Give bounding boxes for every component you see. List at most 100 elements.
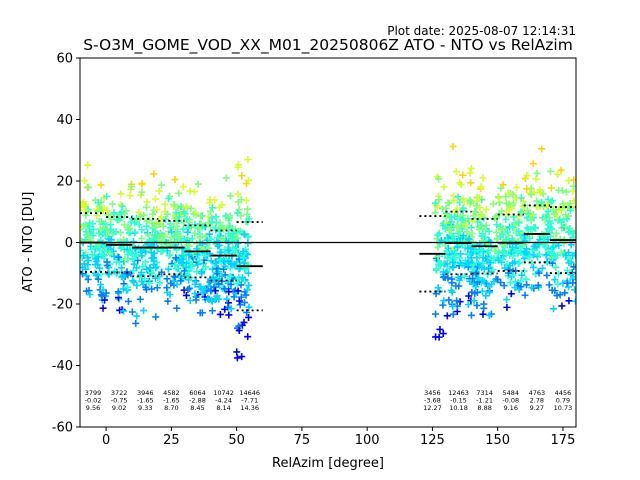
scatter-point — [491, 247, 499, 255]
scatter-point — [222, 174, 230, 182]
scatter-point — [171, 261, 179, 269]
bin-mean-label: -2.88 — [189, 397, 206, 405]
scatter-point — [563, 215, 571, 223]
scatter-point — [227, 280, 235, 288]
scatter-point — [145, 237, 153, 245]
scatter-point — [212, 213, 220, 221]
scatter-point — [473, 301, 481, 309]
scatter-point — [434, 284, 442, 292]
scatter-point — [475, 275, 483, 283]
bin-mean-label: 0.79 — [556, 397, 570, 405]
scatter-point — [136, 213, 144, 221]
scatter-point — [129, 238, 137, 246]
scatter-point — [207, 235, 215, 243]
scatter-point — [439, 221, 447, 229]
scatter-point — [443, 211, 451, 219]
scatter-point — [208, 307, 216, 315]
scatter-point — [190, 210, 198, 218]
scatter-point — [542, 244, 550, 252]
scatter-point — [469, 280, 477, 288]
bin-labels: 3799-0.029.563722-0.759.023946-1.659.334… — [85, 389, 573, 412]
scatter-point — [107, 215, 115, 223]
scatter-point — [233, 279, 241, 287]
scatter-point — [533, 169, 541, 177]
scatter-point — [165, 195, 173, 203]
scatter-point — [557, 248, 565, 256]
scatter-point — [442, 269, 450, 277]
bin-count-label: 10742 — [213, 389, 234, 397]
bin-std-label: 9.16 — [503, 404, 517, 412]
scatter-point — [242, 196, 250, 204]
scatter-point — [163, 210, 171, 218]
scatter-point — [454, 222, 462, 230]
scatter-point — [541, 216, 549, 224]
scatter-point — [194, 180, 202, 188]
scatter-point — [526, 234, 534, 242]
scatter-point — [233, 354, 241, 362]
scatter-point — [445, 296, 453, 304]
scatter-point — [239, 274, 247, 282]
scatter-point — [244, 269, 252, 277]
scatter-point — [238, 353, 246, 361]
scatter-point — [508, 204, 516, 212]
scatter-point — [163, 284, 171, 292]
scatter-point — [110, 209, 118, 217]
scatter-point — [540, 234, 548, 242]
scatter-point — [134, 256, 142, 264]
scatter-point — [454, 193, 462, 201]
scatter-point — [548, 197, 556, 205]
scatter-point — [156, 279, 164, 287]
scatter-point — [106, 249, 114, 257]
scatter-point — [138, 179, 146, 187]
scatter-point — [167, 238, 175, 246]
scatter-point — [532, 270, 540, 278]
scatter-point — [126, 192, 134, 200]
bin-count-label: 5484 — [502, 389, 519, 397]
scatter-point — [209, 273, 217, 281]
scatter-point — [466, 169, 474, 177]
scatter-point — [226, 273, 234, 281]
scatter-point — [132, 319, 140, 327]
scatter-point — [520, 267, 528, 275]
scatter-point — [452, 282, 460, 290]
scatter-point — [201, 232, 209, 240]
bin-std-label: 8.45 — [190, 404, 204, 412]
scatter-point — [138, 226, 146, 234]
scatter-point — [186, 187, 194, 195]
scatter-point — [495, 249, 503, 257]
scatter-point — [98, 292, 106, 300]
scatter-point — [187, 265, 195, 273]
scatter-point — [183, 259, 191, 267]
scatter-point — [545, 281, 553, 289]
scatter-point — [85, 232, 93, 240]
scatter-point — [172, 225, 180, 233]
scatter-point — [117, 229, 125, 237]
scatter-point — [162, 215, 170, 223]
scatter-point — [518, 271, 526, 279]
scatter-point — [238, 321, 246, 329]
scatter-point — [471, 247, 479, 255]
scatter-point — [484, 282, 492, 290]
scatter-point — [82, 272, 90, 280]
scatter-point — [562, 211, 570, 219]
scatter-point — [84, 275, 92, 283]
y-axis-ticks: -60 -40 -20 0 20 40 60 — [52, 52, 80, 436]
scatter-point — [517, 208, 525, 216]
scatter-point — [447, 286, 455, 294]
scatter-point — [480, 265, 488, 273]
scatter-point — [172, 209, 180, 217]
scatter-point — [161, 232, 169, 240]
scatter-point — [562, 223, 570, 231]
scatter-point — [477, 246, 485, 254]
scatter-point — [191, 278, 199, 286]
scatter-point — [448, 213, 456, 221]
scatter-point — [235, 326, 243, 334]
scatter-point — [489, 266, 497, 274]
scatter-point — [105, 271, 113, 279]
scatter-point — [443, 247, 451, 255]
scatter-point — [507, 290, 515, 298]
scatter-point — [506, 240, 514, 248]
scatter-point — [218, 222, 226, 230]
scatter-point — [136, 273, 144, 281]
scatter-point — [550, 252, 558, 260]
